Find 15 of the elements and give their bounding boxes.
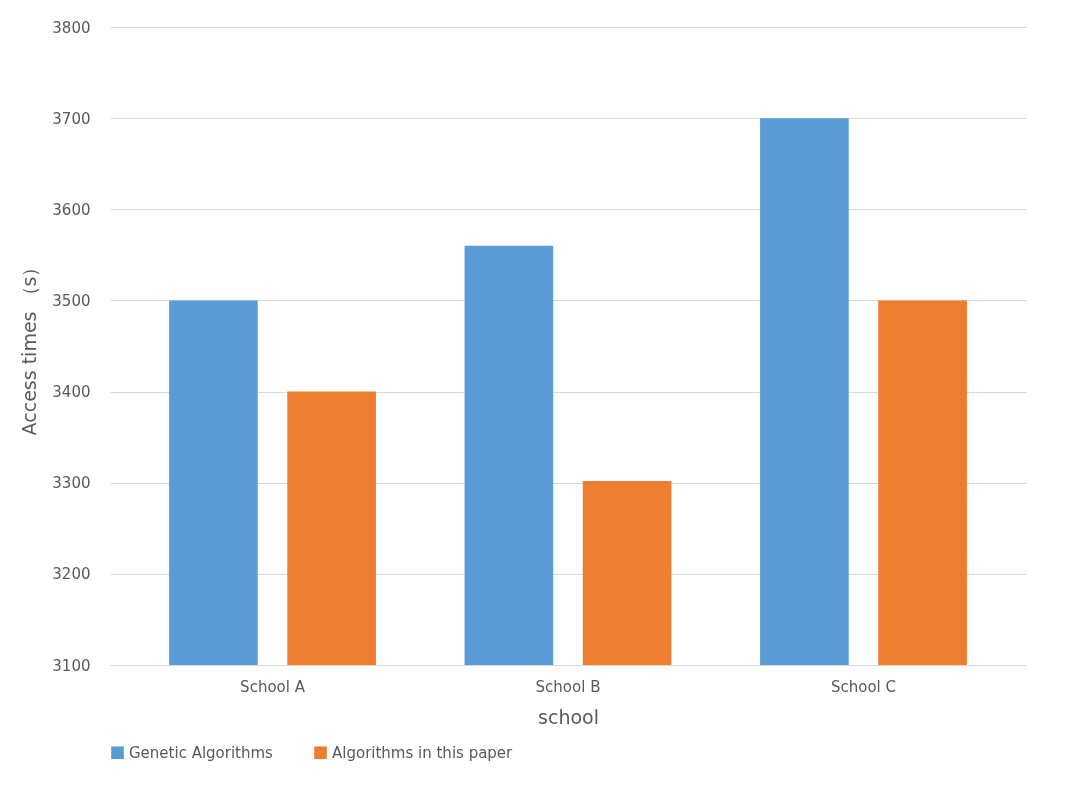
x-tick-label: School A [240,677,306,696]
y-tick-label: 3300 [52,474,91,493]
x-axis-title: school [538,705,599,728]
y-tick-label: 3600 [52,200,91,219]
y-tick-label: 3200 [52,565,91,584]
y-tick-label: 3100 [52,656,91,675]
y-axis-title: Access times （s） [18,257,41,436]
y-tick-label: 3700 [52,109,91,128]
y-tick-label: 3800 [52,18,91,37]
y-tick-label: 3500 [52,291,91,310]
x-tick-label: School B [535,677,601,696]
legend-label: Algorithms in this paper [332,743,514,762]
y-tick-label: 3400 [52,383,91,402]
legend-label: Genetic Algorithms [129,743,274,762]
x-tick-label: School C [830,677,897,696]
